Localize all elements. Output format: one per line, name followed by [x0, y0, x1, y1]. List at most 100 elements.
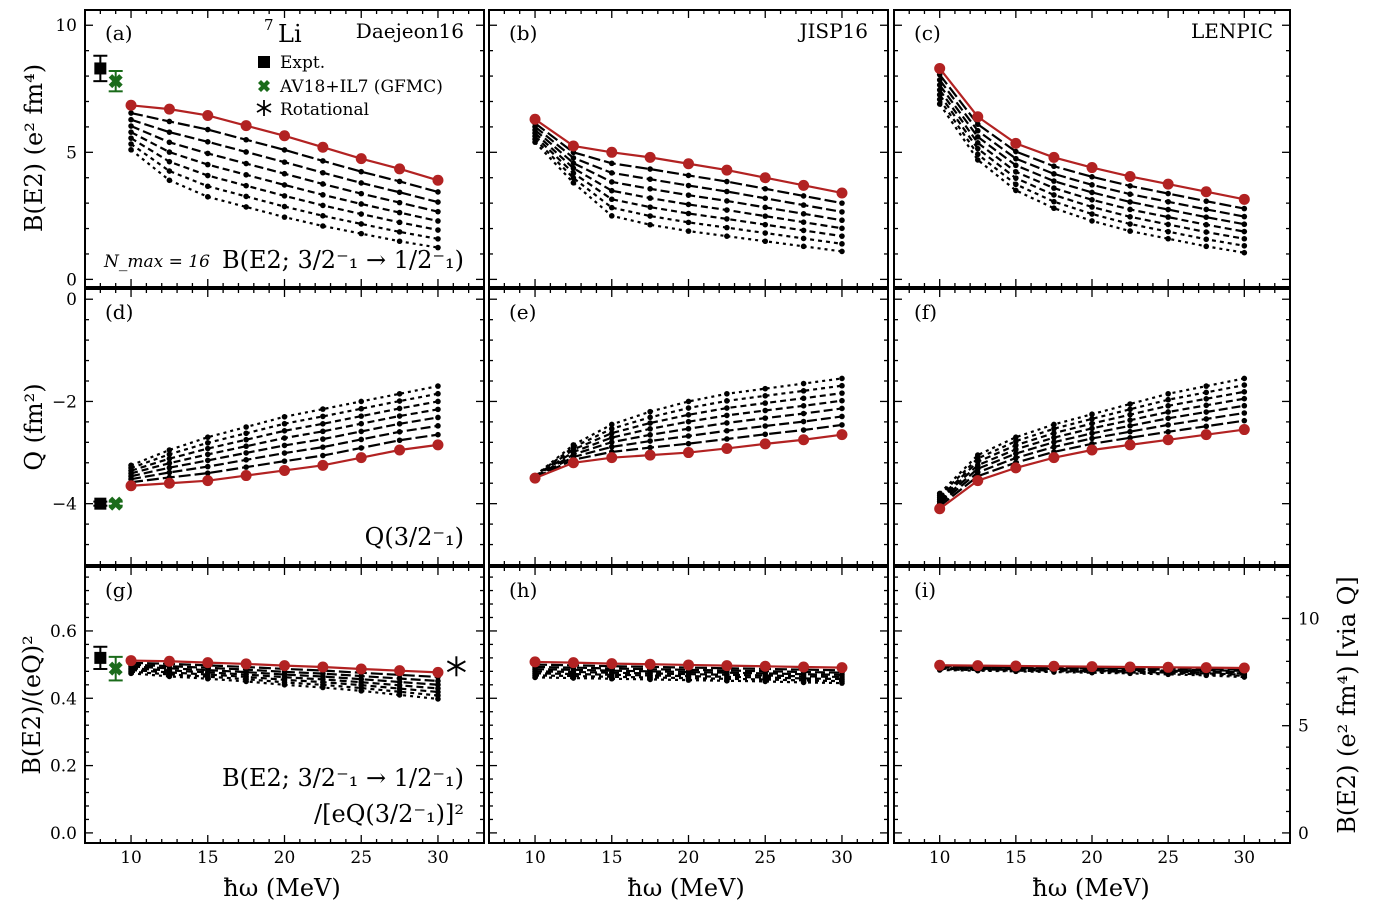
legend-gfmc-label: AV18+IL7 (GFMC) [279, 77, 443, 97]
data-point-highest [202, 109, 214, 121]
data-point [243, 193, 249, 200]
data-point [1241, 228, 1248, 235]
curve-lower-nmax [130, 667, 439, 690]
data-point [1241, 249, 1248, 256]
data-point [1203, 423, 1210, 430]
panel-frame-b [488, 9, 889, 288]
data-point [320, 684, 326, 691]
data-point [1241, 235, 1248, 242]
data-point [320, 406, 326, 412]
data-point [1051, 192, 1057, 198]
data-point [1013, 187, 1019, 194]
x-tick-label: 25 [754, 848, 776, 868]
data-point [800, 243, 807, 250]
data-point [1241, 213, 1248, 220]
data-point [1089, 189, 1095, 196]
data-point [281, 458, 288, 464]
data-point [724, 436, 730, 442]
data-point [839, 209, 845, 215]
data-point [243, 678, 249, 685]
data-point [166, 451, 173, 458]
data-point [1013, 455, 1019, 461]
x-tick-label: 20 [1081, 848, 1103, 868]
data-point [839, 422, 845, 428]
data-point-highest [163, 655, 175, 667]
data-point [243, 149, 249, 155]
data-point [396, 420, 403, 427]
data-point [570, 170, 577, 176]
legend-expt-label: Expt. [280, 53, 325, 73]
data-point [685, 210, 692, 217]
x-tick-label: 15 [1005, 848, 1027, 868]
data-point [1203, 243, 1210, 250]
data-point [204, 445, 211, 452]
curve-lower-nmax [130, 143, 439, 240]
data-point [724, 233, 730, 239]
data-point-highest [125, 99, 137, 111]
data-point [936, 490, 943, 497]
data-point [647, 186, 653, 192]
data-point-highest [567, 140, 579, 152]
data-point [762, 195, 769, 202]
data-point [685, 405, 692, 411]
panel-letter: (d) [105, 300, 133, 324]
data-point [435, 414, 441, 421]
data-point [1203, 229, 1210, 235]
data-point-highest [240, 470, 252, 482]
data-point [358, 405, 365, 412]
data-point [320, 428, 326, 435]
data-point [243, 204, 249, 210]
curve-lower-nmax [535, 665, 842, 674]
data-point [128, 135, 134, 141]
data-point [1241, 242, 1248, 249]
xlabel-col2: ħω (MeV) [627, 874, 745, 900]
data-point [647, 195, 653, 201]
data-point [1089, 416, 1095, 422]
data-point-highest [1010, 137, 1022, 149]
rotational-marker [446, 656, 466, 677]
data-point-highest [279, 464, 290, 476]
data-point [839, 233, 845, 239]
panel-letter: (f) [914, 300, 937, 324]
data-point [358, 221, 365, 227]
data-point [570, 442, 577, 448]
panel-letter: (h) [509, 578, 538, 602]
data-point [1013, 155, 1019, 162]
data-point [1241, 221, 1248, 228]
x-tick-label: 15 [197, 848, 219, 868]
data-point [608, 439, 615, 445]
data-point [1051, 163, 1057, 170]
data-point [800, 380, 807, 387]
data-point [204, 457, 211, 464]
data-point [1051, 434, 1057, 441]
data-point-highest [972, 475, 984, 487]
data-point-highest [759, 172, 771, 184]
data-point [647, 176, 653, 183]
curve-lower-nmax [130, 663, 439, 683]
data-point [685, 677, 692, 683]
data-point-highest [1238, 662, 1250, 674]
data-point-highest [1238, 424, 1250, 436]
data-point [243, 457, 249, 463]
x-tick-label: 15 [601, 848, 623, 868]
data-point [281, 413, 288, 420]
data-point [1241, 375, 1248, 382]
data-point-highest [355, 663, 367, 675]
data-point [1165, 396, 1171, 403]
nucleus-symbol: Li [278, 20, 302, 48]
data-point [396, 413, 403, 419]
data-point [839, 680, 845, 686]
data-point [724, 405, 730, 411]
data-point [570, 160, 577, 166]
data-point-highest [683, 158, 694, 170]
data-point-highest [836, 662, 848, 674]
data-point [1127, 428, 1133, 435]
data-point [166, 129, 173, 135]
data-point [1013, 175, 1019, 181]
data-point [724, 677, 730, 684]
data-point [1127, 228, 1133, 234]
data-point [435, 383, 441, 389]
data-point-highest [934, 659, 946, 671]
data-point [1127, 434, 1133, 441]
data-point [839, 241, 845, 247]
